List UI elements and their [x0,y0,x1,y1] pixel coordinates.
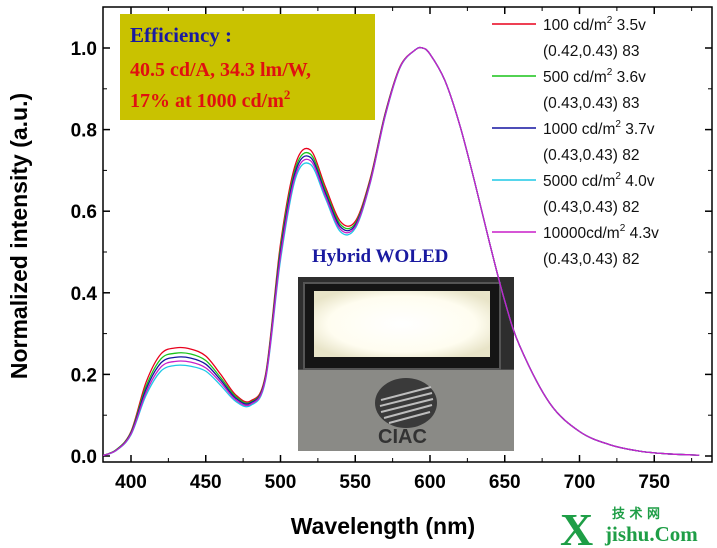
plot-frame [102,6,713,463]
efficiency-line-2-text: 17% at 1000 cd/m [130,90,284,112]
watermark-x: X [560,504,593,548]
woled-emitting-area [314,291,490,357]
y-tick-label: 0.8 [71,121,97,142]
efficiency-sup: 2 [284,87,291,102]
legend-label: 500 cd/m2 3.6v [543,67,646,86]
x-tick-label: 550 [339,472,371,493]
x-tick-label: 500 [265,472,297,493]
legend-label: 1000 cd/m2 3.7v [543,119,655,138]
legend-coords: (0.43,0.43) 82 [543,199,640,216]
legend-coords: (0.43,0.43) 82 [543,251,640,268]
x-tick-label: 750 [638,472,670,493]
y-tick-label: 0.6 [71,202,97,223]
efficiency-line-1: 40.5 cd/A, 34.3 lm/W, [130,59,311,81]
legend-label: 100 cd/m2 3.5v [543,15,646,34]
series-lines [103,46,700,457]
y-tick-label: 1.0 [71,39,97,60]
x-tick-label: 650 [489,472,521,493]
legend-coords: (0.43,0.43) 83 [543,95,640,112]
watermark: X 技 术 网 jishu.Com [560,504,698,548]
y-axis-label: Normalized intensity (a.u.) [6,93,32,379]
y-tick-label: 0.0 [71,447,97,468]
x-tick-label: 400 [115,472,147,493]
ciac-logo: CIAC [375,378,437,448]
legend-label: 10000cd/m2 4.3v [543,223,659,242]
efficiency-box: Efficiency : 40.5 cd/A, 34.3 lm/W, 17% a… [120,14,375,120]
watermark-site: jishu.Com [604,522,698,546]
x-axis-label: Wavelength (nm) [291,513,475,539]
efficiency-line-2: 17% at 1000 cd/m2 [130,87,290,112]
ciac-text: CIAC [378,426,427,448]
x-tick-label: 450 [190,472,222,493]
x-tick-label: 700 [564,472,596,493]
x-tick-label: 600 [414,472,446,493]
legend: 100 cd/m2 3.5v (0.42,0.43) 83 500 cd/m2 3.… [492,15,659,268]
efficiency-title: Efficiency : [130,23,232,47]
y-tick-label: 0.4 [71,284,98,305]
woled-photo: CIAC [298,277,514,451]
legend-coords: (0.42,0.43) 83 [543,43,640,60]
x-axis-ticks: 400 450 500 550 600 650 700 750 [115,7,693,493]
legend-coords: (0.43,0.43) 82 [543,147,640,164]
y-tick-label: 0.2 [71,365,97,386]
inset-title: Hybrid WOLED [312,246,448,267]
legend-label: 5000 cd/m2 4.0v [543,171,655,190]
y-axis-ticks: 0.0 0.2 0.4 0.6 0.8 1.0 [71,39,712,468]
series-line [103,46,700,457]
watermark-chinese: 技 术 网 [612,506,660,522]
